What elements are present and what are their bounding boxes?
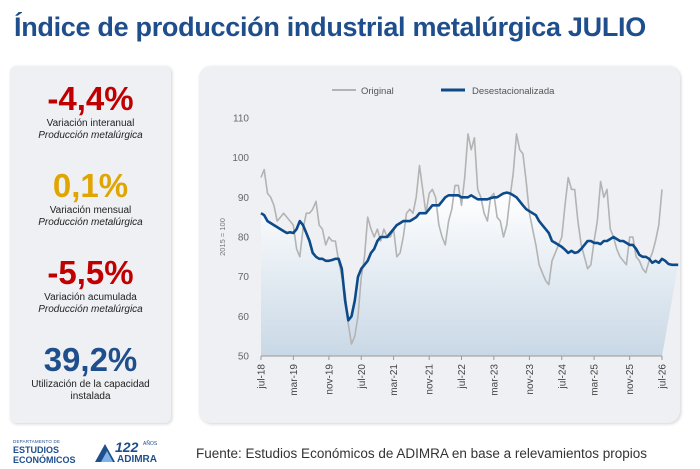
x-tick-label: mar-19 xyxy=(289,364,300,396)
dept-logo: DEPARTAMENTO DE ESTUDIOS ECONÓMICOS xyxy=(13,439,93,465)
kpi-sublabel: instalada xyxy=(70,391,111,402)
kpi-acumulada: -5,5% Variación acumulada Producción met… xyxy=(10,254,171,316)
series-line-original xyxy=(260,133,663,345)
kpi-sublabel: Producción metalúrgica xyxy=(38,130,143,141)
seasonal-area-fill xyxy=(261,192,679,356)
x-tick-label: jul-18 xyxy=(257,364,268,390)
x-tick-label: jul-22 xyxy=(457,364,468,390)
kpi-value: 39,2% xyxy=(43,341,138,378)
kpi-label: Variación mensual xyxy=(49,205,132,216)
dept-logo-caption: DEPARTAMENTO DE xyxy=(13,439,61,444)
y-axis-label: 2015 = 100 xyxy=(218,218,227,256)
y-tick-label: 60 xyxy=(238,312,250,323)
x-tick-label: mar-23 xyxy=(489,364,500,396)
kpi-mensual: 0,1% Variación mensual Producción metalú… xyxy=(10,167,171,229)
chart-panel: 50 60 70 80 90 100 110 2015 = 100 jul-18 mar-19 no… xyxy=(199,66,680,423)
dept-logo-line2: ECONÓMICOS xyxy=(13,455,76,465)
y-tick-label: 80 xyxy=(238,233,250,244)
y-tick-label: 50 xyxy=(238,352,250,363)
y-tick-label: 70 xyxy=(238,272,250,283)
kpi-label: Variación acumulada xyxy=(44,292,137,303)
kpi-label: Variación interanual xyxy=(46,118,135,129)
kpi-sublabel: Producción metalúrgica xyxy=(38,217,143,228)
kpi-interanual: -4,4% Variación interanual Producción me… xyxy=(10,80,171,142)
adimra-mark-icon xyxy=(95,444,115,462)
page-title: Índice de producción industrial metalúrg… xyxy=(14,12,646,42)
x-tick-label: nov-25 xyxy=(625,364,636,395)
kpi-value: -5,5% xyxy=(47,254,134,291)
adimra-name: ADIMRA xyxy=(117,454,157,465)
x-tick-label: jul-26 xyxy=(658,364,669,390)
x-tick-label: nov-19 xyxy=(324,364,335,395)
kpi-sublabel: Producción metalúrgica xyxy=(38,304,143,315)
kpi-capacidad: 39,2% Utilización de la capacidad instal… xyxy=(10,341,171,403)
kpi-label: Utilización de la capacidad xyxy=(31,379,150,390)
x-tick-label: mar-25 xyxy=(590,364,601,396)
source-note: Fuente: Estudios Económicos de ADIMRA en… xyxy=(196,446,647,461)
adimra-logo: 122 AÑOS ADIMRA xyxy=(95,438,165,466)
x-tick-label: nov-21 xyxy=(425,364,436,395)
adimra-anniversary-number: 122 xyxy=(115,439,139,455)
series-line-desestacionalizada xyxy=(260,191,679,322)
kpi-value: 0,1% xyxy=(52,167,129,204)
legend-label-original: Original xyxy=(361,86,394,97)
kpi-panel: -4,4% Variación interanual Producción me… xyxy=(10,66,171,423)
y-tick-label: 110 xyxy=(233,114,249,125)
legend-label-desestacionalizada: Desestacionalizada xyxy=(472,86,555,97)
y-tick-label: 90 xyxy=(238,193,250,204)
x-tick-label: jul-20 xyxy=(357,364,368,390)
production-line-chart: 50 60 70 80 90 100 110 2015 = 100 jul-18 mar-19 no… xyxy=(218,86,679,396)
adimra-anniversary-label: AÑOS xyxy=(143,441,158,447)
dept-logo-line1: ESTUDIOS xyxy=(13,445,60,455)
x-tick-label: nov-23 xyxy=(525,364,536,395)
x-tick-label: jul-24 xyxy=(557,364,568,390)
kpi-value: -4,4% xyxy=(47,80,134,117)
x-tick-label: mar-21 xyxy=(389,364,400,396)
y-tick-label: 100 xyxy=(232,153,249,164)
